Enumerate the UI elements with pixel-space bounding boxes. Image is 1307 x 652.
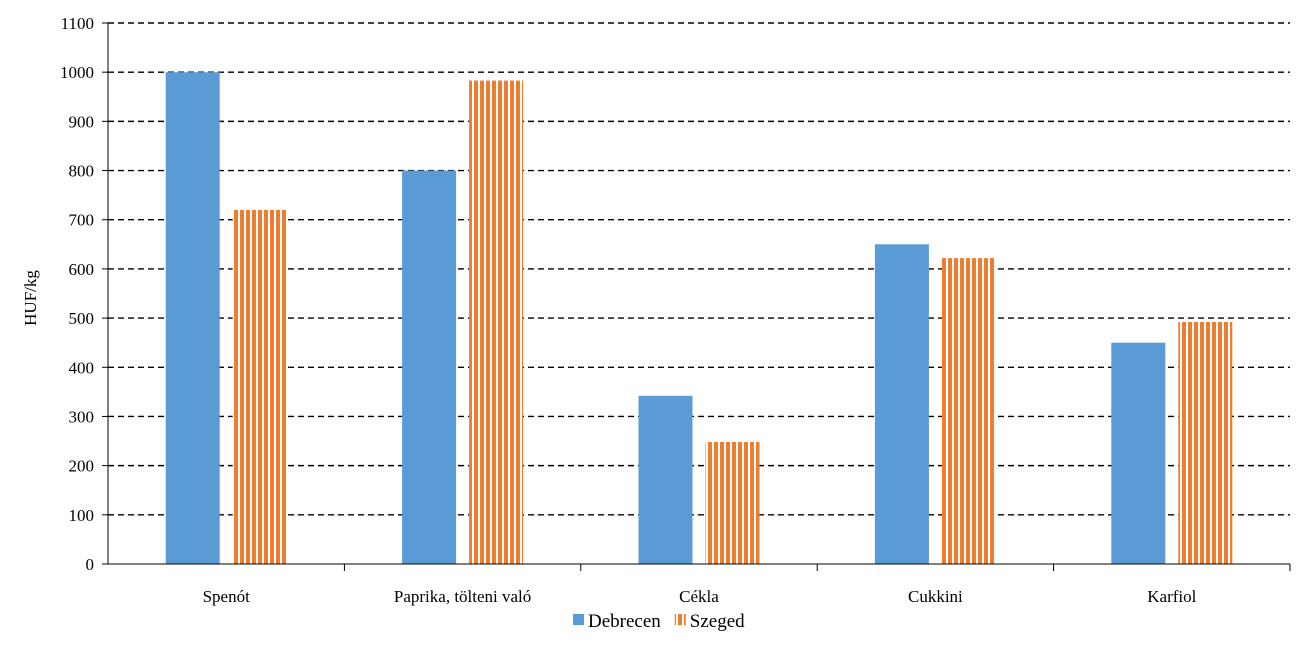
bar-szeged-1 [232,209,287,564]
legend-swatch [573,614,584,625]
x-axis: Spenót Paprika, tölteni való Cékla Cukkini K… [108,563,1291,606]
y-tick-label: 400 [69,358,95,377]
x-tick-label: Spenót [203,587,251,606]
bars [165,72,1233,564]
bar-szeged-5 [1178,322,1233,564]
y-axis-title: HUF/kg [21,270,40,326]
y-tick-label: 1000 [60,63,94,82]
bar-debrecen-1 [165,72,220,564]
bar-debrecen-2 [402,170,457,564]
y-tick-label: 100 [69,506,95,525]
bar-debrecen-3 [638,395,693,564]
y-tick-label: 300 [69,407,95,426]
y-tick-label: 500 [69,309,95,328]
y-tick-label: 1100 [61,14,94,33]
bar-szeged-2 [469,80,524,564]
bar-debrecen-4 [874,244,929,564]
bar-szeged-3 [705,442,760,564]
x-tick-label: Cukkini [908,587,963,606]
y-axis: 0 100 200 300 400 500 600 700 800 900 1000 1100 [60,14,109,574]
y-tick-label: 0 [86,555,95,574]
x-tick-label: Paprika, tölteni való [394,587,531,606]
bar-debrecen-5 [1111,342,1166,564]
y-tick-label: 200 [69,457,95,476]
legend-label: Szeged [690,611,745,632]
legend-label: Debrecen [588,611,661,632]
y-tick-label: 900 [69,112,95,131]
y-tick-label: 600 [69,260,95,279]
gridlines [108,22,1290,516]
x-tick-label: Cékla [679,587,719,606]
legend-swatch [674,614,686,625]
x-tick-label: Karfiol [1147,587,1196,606]
y-tick-label: 700 [69,211,95,230]
bar-szeged-4 [941,258,996,564]
legend: Debrecen Szeged [573,611,745,632]
y-tick-label: 800 [69,162,95,181]
